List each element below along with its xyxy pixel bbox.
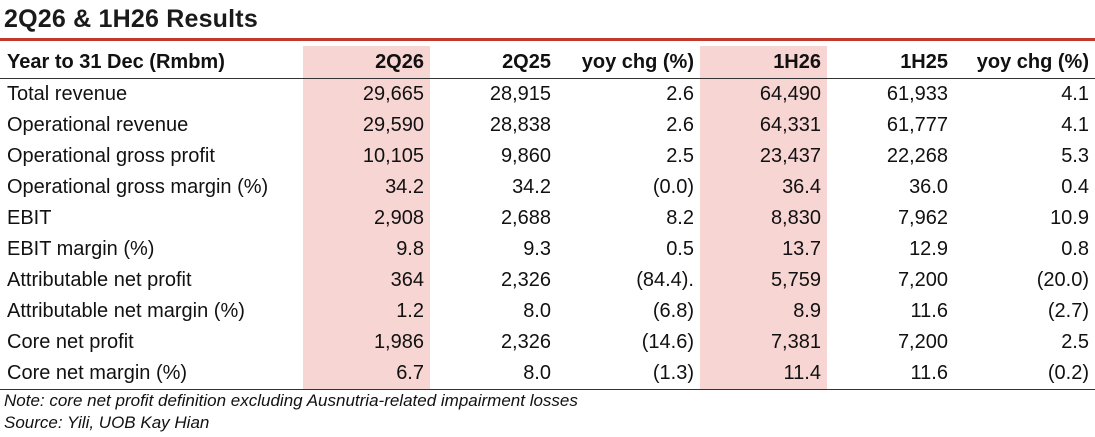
cell-2q25: 8.0 [430,358,557,390]
header-1h26: 1H26 [700,46,827,79]
table-header-row: Year to 31 Dec (Rmbm) 2Q26 2Q25 yoy chg … [0,46,1095,79]
table-row: Operational revenue 29,590 28,838 2.6 64,331… [0,110,1095,141]
row-label: Operational gross profit [7,145,215,167]
table-row: EBIT margin (%) 9.8 9.3 0.5 13.7 12.9 0.8 [0,234,1095,265]
cell-2q26: 34.2 [303,172,430,203]
cell-1h25: 7,200 [897,331,948,353]
cell-2q25: 9,860 [500,145,551,167]
header-yoy-half: yoy chg (%) [954,46,1095,79]
cell-1h26: 7,381 [700,327,827,358]
cell-2q26: 1,986 [303,327,430,358]
cell-1h26: 13.7 [700,234,827,265]
cell-1h26: 23,437 [700,141,827,172]
row-label: Attributable net profit [7,269,192,291]
header-1h25: 1H25 [827,46,954,79]
cell-1h26: 64,331 [700,110,827,141]
cell-yoy-quarter: 0.5 [666,238,694,260]
header-label: Year to 31 Dec (Rmbm) [0,46,303,79]
cell-2q25: 2,688 [500,207,551,229]
cell-2q26: 9.8 [303,234,430,265]
table-row: Core net margin (%) 6.7 8.0 (1.3) 11.4 11.6 (0… [0,358,1095,390]
cell-1h26: 8,830 [700,203,827,234]
cell-yoy-quarter: (6.8) [652,300,694,322]
source-note: Source: Yili, UOB Kay Hian [4,413,210,432]
cell-yoy-quarter: 8.2 [666,207,694,229]
cell-yoy-half: 4.1 [1061,114,1089,136]
row-label: Operational revenue [7,114,189,136]
cell-yoy-quarter: 2.6 [666,83,694,105]
cell-1h25: 36.0 [909,176,948,198]
cell-2q25: 8.0 [523,300,551,322]
cell-yoy-half: (20.0) [1036,269,1089,291]
row-label: EBIT [7,207,52,229]
table-body: Total revenue 29,665 28,915 2.6 64,490 61,933… [0,78,1095,390]
cell-1h25: 11.6 [910,300,948,322]
table-row: EBIT 2,908 2,688 8.2 8,830 7,962 10.9 [0,203,1095,234]
footnote: Note: core net profit definition excludi… [4,391,578,410]
cell-2q26: 6.7 [303,358,430,390]
header-2q26: 2Q26 [303,46,430,79]
header-yoy-quarter: yoy chg (%) [557,46,700,79]
cell-2q25: 2,326 [500,331,551,353]
cell-yoy-quarter: (84.4). [636,269,694,291]
cell-2q26: 364 [303,265,430,296]
cell-2q26: 29,665 [303,78,430,110]
row-label: EBIT margin (%) [7,238,155,260]
table-row: Core net profit 1,986 2,326 (14.6) 7,381 7,20… [0,327,1095,358]
cell-1h25: 7,200 [897,269,948,291]
cell-2q26: 10,105 [303,141,430,172]
table-row: Attributable net margin (%) 1.2 8.0 (6.8) 8.… [0,296,1095,327]
cell-1h26: 8.9 [700,296,827,327]
cell-1h25: 11.6 [827,358,954,390]
row-label: Core net profit [7,331,134,353]
cell-1h26: 36.4 [700,172,827,203]
cell-2q26: 1.2 [303,296,430,327]
cell-2q25: 28,915 [489,83,551,105]
results-table: Year to 31 Dec (Rmbm) 2Q26 2Q25 yoy chg … [0,46,1095,390]
cell-2q25: 34.2 [512,176,551,198]
cell-2q25: 28,838 [489,114,551,136]
row-label: Total revenue [7,83,128,105]
cell-yoy-quarter: (1.3) [557,358,700,390]
cell-1h26: 5,759 [700,265,827,296]
cell-1h26: 64,490 [700,78,827,110]
cell-yoy-half: 10.9 [1050,207,1089,229]
cell-yoy-half: 0.8 [1061,238,1089,260]
cell-yoy-half: 5.3 [1061,145,1089,167]
row-label: Attributable net margin (%) [7,300,245,322]
title-divider [0,38,1095,41]
cell-yoy-half: 0.4 [1061,176,1089,198]
page-title: 2Q26 & 1H26 Results [4,5,258,33]
cell-1h25: 22,268 [886,145,948,167]
table-row: Total revenue 29,665 28,915 2.6 64,490 61,933… [0,78,1095,110]
cell-yoy-quarter: 2.6 [666,114,694,136]
cell-1h25: 61,933 [886,83,948,105]
cell-yoy-half: 4.1 [1061,83,1089,105]
cell-2q25: 9.3 [523,238,551,260]
cell-1h26: 11.4 [700,358,827,390]
cell-2q26: 29,590 [303,110,430,141]
table-row: Attributable net profit 364 2,326 (84.4). 5,… [0,265,1095,296]
cell-1h25: 7,962 [897,207,948,229]
cell-2q25: 2,326 [500,269,551,291]
cell-yoy-half: (2.7) [1047,300,1089,322]
cell-yoy-quarter: (14.6) [641,331,694,353]
row-label: Operational gross margin (%) [7,176,269,198]
cell-1h25: 12.9 [909,238,948,260]
header-2q25: 2Q25 [430,46,557,79]
cell-1h25: 61,777 [886,114,948,136]
row-label: Core net margin (%) [0,358,303,390]
cell-yoy-quarter: (0.0) [652,176,694,198]
cell-yoy-half: (0.2) [954,358,1095,390]
cell-yoy-half: 2.5 [1061,331,1089,353]
cell-2q26: 2,908 [303,203,430,234]
table-row: Operational gross margin (%) 34.2 34.2 (0.0… [0,172,1095,203]
cell-yoy-quarter: 2.5 [666,145,694,167]
table-row: Operational gross profit 10,105 9,860 2.5 23… [0,141,1095,172]
